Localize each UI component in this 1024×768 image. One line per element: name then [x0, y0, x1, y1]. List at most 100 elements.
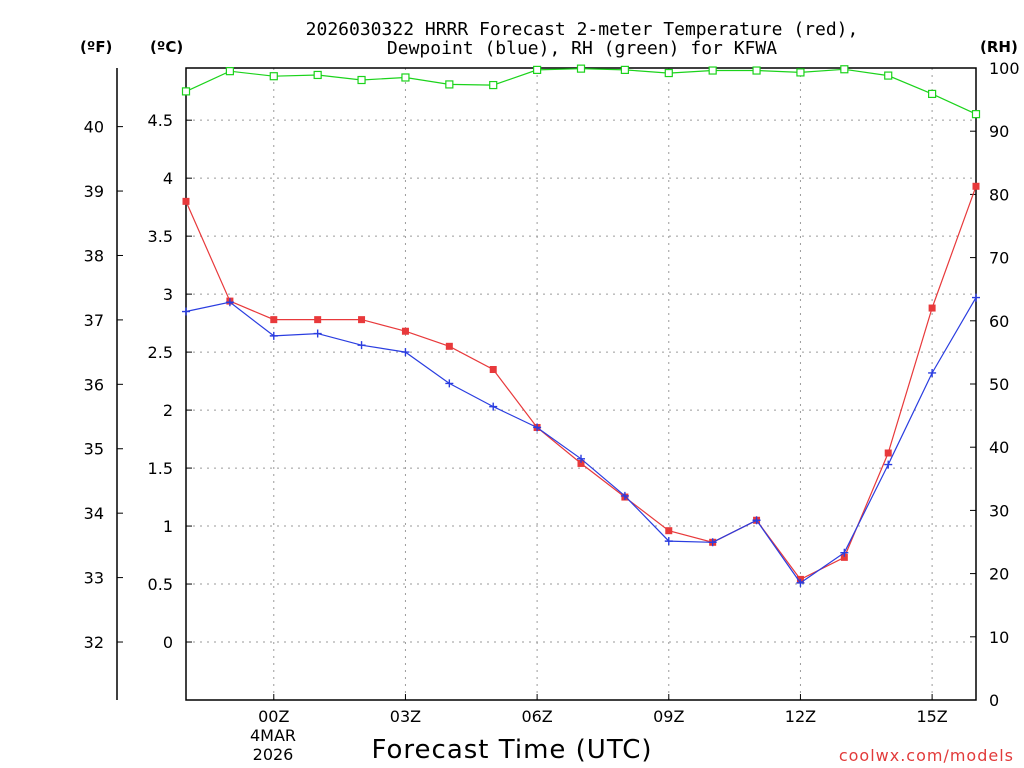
rh-point — [620, 65, 629, 74]
celsius-tick-label: 1.5 — [148, 459, 173, 478]
temperature-point — [314, 316, 322, 324]
dewpoint-point — [533, 423, 542, 432]
fahrenheit-tick-label: 32 — [84, 633, 104, 652]
temperature-point — [884, 449, 892, 457]
dewpoint-point — [225, 298, 234, 307]
rh-tick-label: 80 — [989, 185, 1009, 204]
rh-point — [840, 65, 849, 74]
dewpoint-point — [708, 538, 717, 547]
celsius-tick-label: 0.5 — [148, 575, 173, 594]
rh-series — [181, 64, 981, 119]
rh-point — [489, 80, 498, 90]
temperature-point — [489, 366, 497, 374]
temperature-series — [182, 182, 980, 583]
dewpoint-point — [577, 454, 585, 463]
rh-tick-label: 70 — [989, 249, 1009, 268]
rh-tick-label: 30 — [989, 501, 1009, 520]
date-label-month: 4MAR — [250, 726, 296, 745]
fahrenheit-tick-label: 37 — [84, 311, 104, 330]
rh-tick-label: 0 — [989, 691, 999, 710]
chart-title-line-1: 2026030322 HRRR Forecast 2-meter Tempera… — [306, 19, 859, 40]
celsius-unit-label: (ºC) — [150, 38, 183, 56]
fahrenheit-tick-label: 39 — [84, 182, 104, 201]
fahrenheit-tick-label: 34 — [84, 504, 104, 523]
rh-point — [445, 80, 454, 89]
rh-point — [357, 75, 366, 85]
dewpoint-series — [182, 293, 980, 587]
rh-point — [269, 72, 278, 81]
temperature-point — [270, 316, 278, 324]
dewpoint-point — [796, 578, 805, 587]
rh-point — [313, 70, 322, 80]
temperature-point — [840, 553, 848, 561]
fahrenheit-tick-label: 33 — [84, 569, 104, 588]
rh-unit-label: (RH) — [980, 38, 1018, 56]
dewpoint-point — [884, 460, 893, 469]
rh-tick-label: 90 — [989, 122, 1009, 141]
temperature-point — [928, 304, 936, 312]
rh-point — [971, 110, 981, 119]
fahrenheit-tick-label: 40 — [84, 118, 104, 137]
rh-point — [752, 66, 761, 75]
celsius-tick-label: 4.5 — [148, 111, 173, 130]
celsius-tick-label: 3 — [163, 285, 173, 304]
dewpoint-point — [664, 537, 673, 546]
rh-point — [708, 66, 717, 75]
fahrenheit-tick-label: 38 — [84, 246, 104, 265]
time-tick-label: 00Z — [258, 707, 289, 726]
rh-point — [796, 68, 805, 77]
rh-point — [533, 65, 542, 74]
celsius-tick-label: 3.5 — [148, 227, 173, 246]
rh-axis-ticks: 0 10 20 30 40 50 60 70 80 90 100 — [970, 59, 1020, 710]
rh-tick-label: 10 — [989, 628, 1009, 647]
celsius-axis-ticks: 0 0.5 1 1.5 2 2.5 3 3.5 4 4.5 — [148, 111, 192, 652]
dewpoint-point — [489, 402, 498, 411]
dewpoint-point — [445, 379, 454, 388]
dewpoint-point — [182, 307, 190, 316]
rh-point — [225, 67, 234, 76]
temperature-line — [185, 186, 977, 581]
rh-point — [664, 68, 673, 78]
temperature-point — [358, 316, 366, 324]
fahrenheit-axis-ticks: 32 33 34 35 36 37 38 39 40 — [84, 118, 123, 652]
rh-tick-label: 40 — [989, 438, 1009, 457]
rh-point — [401, 73, 410, 82]
fahrenheit-tick-label: 36 — [84, 375, 104, 394]
time-tick-label: 09Z — [653, 707, 684, 726]
rh-point — [928, 89, 937, 99]
fahrenheit-tick-label: 35 — [84, 440, 104, 459]
dewpoint-point — [313, 329, 322, 338]
plot-frame — [185, 67, 977, 701]
temperature-point — [972, 182, 980, 190]
rh-tick-label: 20 — [989, 565, 1009, 584]
celsius-tick-label: 4 — [163, 169, 173, 188]
rh-tick-label: 60 — [989, 312, 1009, 331]
dewpoint-point — [840, 548, 849, 557]
dewpoint-point — [972, 293, 980, 302]
time-tick-label: 06Z — [521, 707, 552, 726]
gridlines — [186, 68, 976, 700]
dewpoint-point — [928, 368, 937, 377]
time-axis-ticks: 00Z 03Z 06Z 09Z 12Z 15Z — [258, 694, 948, 726]
rh-point — [181, 87, 191, 96]
time-tick-label: 15Z — [916, 707, 947, 726]
rh-tick-label: 50 — [989, 375, 1009, 394]
celsius-tick-label: 2 — [163, 401, 173, 420]
temperature-point — [182, 197, 190, 205]
fahrenheit-unit-label: (ºF) — [80, 38, 112, 56]
celsius-tick-label: 0 — [163, 633, 173, 652]
dewpoint-point — [357, 341, 366, 350]
temperature-point — [665, 527, 673, 535]
celsius-tick-label: 2.5 — [148, 343, 173, 362]
dewpoint-line — [185, 297, 977, 584]
rh-point — [576, 64, 586, 73]
dewpoint-point — [620, 491, 629, 500]
temperature-point — [445, 342, 453, 350]
dewpoint-point — [269, 331, 278, 340]
rh-tick-label: 100 — [989, 59, 1020, 78]
rh-point — [884, 71, 893, 80]
rh-line — [185, 67, 977, 115]
dewpoint-point — [401, 348, 410, 357]
chart-title-line-2: Dewpoint (blue), RH (green) for KFWA — [387, 38, 777, 59]
